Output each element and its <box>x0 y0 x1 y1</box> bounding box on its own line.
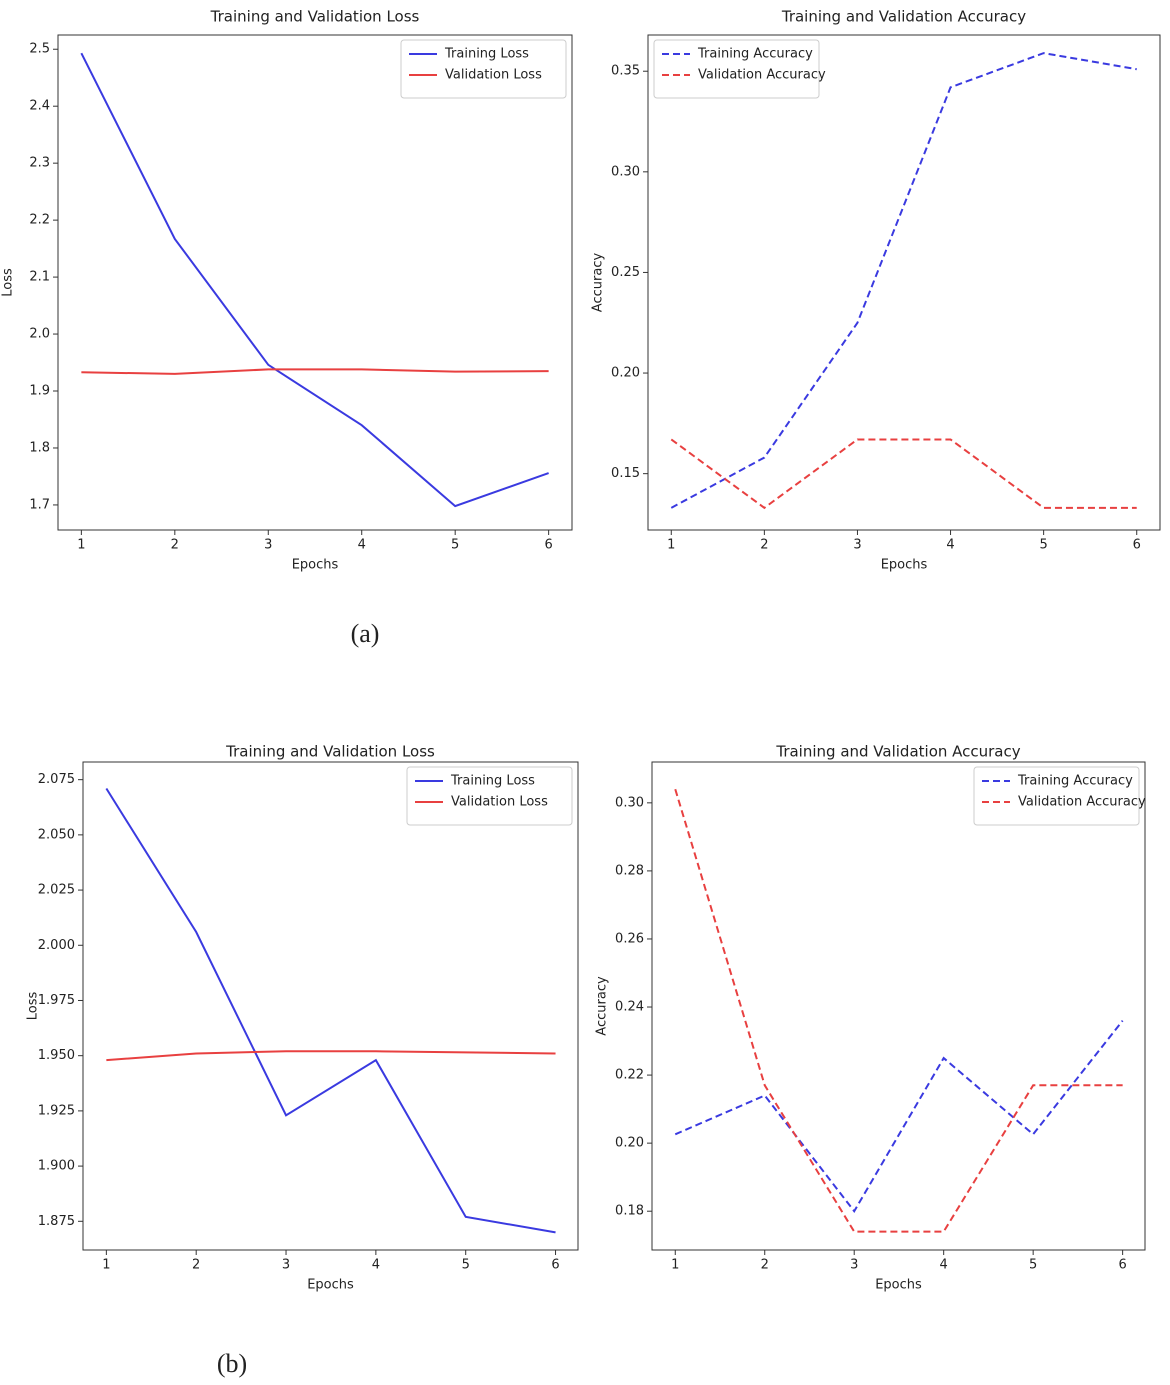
legend-label: Validation Loss <box>451 795 548 810</box>
data-line <box>105 787 556 1234</box>
y-tick-label: 0.24 <box>615 1000 644 1015</box>
y-tick-label: 2.4 <box>29 99 50 114</box>
legend-label: Training Loss <box>444 47 529 62</box>
x-tick-label: 6 <box>544 538 552 553</box>
y-tick-label: 0.18 <box>615 1204 644 1219</box>
data-line <box>670 438 1137 510</box>
x-tick-label: 5 <box>1029 1258 1037 1273</box>
y-tick-label: 1.950 <box>38 1048 75 1063</box>
x-axis-label: Epochs <box>881 558 928 573</box>
y-tick-label: 2.025 <box>38 883 75 898</box>
x-tick-label: 5 <box>1039 538 1047 553</box>
plot-frame <box>647 34 1161 531</box>
y-tick-label: 1.7 <box>29 497 50 512</box>
y-tick-label: 0.20 <box>615 1136 644 1151</box>
x-tick-label: 2 <box>761 1258 769 1273</box>
x-tick-label: 3 <box>282 1258 290 1273</box>
legend-label: Validation Loss <box>445 68 542 83</box>
x-tick-label: 1 <box>102 1258 110 1273</box>
y-tick-label: 0.35 <box>611 64 640 79</box>
x-tick-label: 2 <box>192 1258 200 1273</box>
data-line <box>670 52 1137 509</box>
x-tick-label: 1 <box>671 1258 679 1273</box>
x-tick-label: 3 <box>850 1258 858 1273</box>
caption: (b) <box>217 1349 247 1378</box>
chart-title: Training and Validation Accuracy <box>775 743 1020 761</box>
x-tick-label: 4 <box>372 1258 380 1273</box>
y-tick-label: 2.3 <box>29 156 50 171</box>
x-tick-label: 5 <box>462 1258 470 1273</box>
y-tick-label: 2.050 <box>38 827 75 842</box>
x-tick-label: 4 <box>358 538 366 553</box>
legend-label: Training Loss <box>450 774 535 789</box>
y-axis-label: Accuracy <box>591 253 606 313</box>
chart-title: Training and Validation Accuracy <box>781 8 1026 26</box>
x-tick-label: 6 <box>551 1258 559 1273</box>
chart-title: Training and Validation Loss <box>210 8 420 26</box>
data-line <box>106 1050 556 1062</box>
y-tick-label: 2.2 <box>29 213 50 228</box>
legend-label: Training Accuracy <box>697 47 813 62</box>
legend-box <box>653 39 820 99</box>
y-tick-label: 1.975 <box>38 993 75 1008</box>
y-tick-label: 2.5 <box>29 42 50 57</box>
legend-box <box>973 766 1140 826</box>
legend-box <box>400 39 567 99</box>
legend-box <box>406 766 573 826</box>
y-tick-label: 0.22 <box>615 1068 644 1083</box>
data-line <box>81 368 549 375</box>
y-tick-label: 1.875 <box>38 1214 75 1229</box>
y-axis-label: Accuracy <box>595 976 610 1036</box>
y-tick-label: 0.15 <box>611 466 640 481</box>
y-tick-label: 0.26 <box>615 931 644 946</box>
data-line <box>80 52 549 508</box>
chart-title: Training and Validation Loss <box>225 743 435 761</box>
y-tick-label: 0.20 <box>611 366 640 381</box>
y-tick-label: 2.000 <box>38 938 75 953</box>
x-tick-label: 1 <box>667 538 675 553</box>
y-tick-label: 1.8 <box>29 440 50 455</box>
legend-label: Validation Accuracy <box>1018 795 1146 810</box>
data-line <box>674 1020 1124 1213</box>
legend-label: Training Accuracy <box>1017 774 1133 789</box>
y-tick-label: 2.075 <box>38 772 75 787</box>
x-axis-label: Epochs <box>875 1278 922 1293</box>
x-tick-label: 4 <box>940 1258 948 1273</box>
y-tick-label: 1.925 <box>38 1103 75 1118</box>
plot-frame <box>82 761 579 1251</box>
x-tick-label: 2 <box>171 538 179 553</box>
x-tick-label: 5 <box>451 538 459 553</box>
x-tick-label: 6 <box>1118 1258 1126 1273</box>
x-axis-label: Epochs <box>307 1278 354 1293</box>
data-line <box>674 788 1123 1233</box>
plot-frame <box>651 761 1146 1251</box>
plot-frame <box>57 34 573 531</box>
y-axis-label: Loss <box>26 992 41 1021</box>
x-axis-label: Epochs <box>292 558 339 573</box>
y-axis-label: Loss <box>1 268 16 297</box>
y-tick-label: 0.30 <box>611 164 640 179</box>
legend-label: Validation Accuracy <box>698 68 826 83</box>
y-tick-label: 0.30 <box>615 795 644 810</box>
y-tick-label: 2.0 <box>29 327 50 342</box>
y-tick-label: 0.25 <box>611 265 640 280</box>
y-tick-label: 0.28 <box>615 863 644 878</box>
x-tick-label: 1 <box>77 538 85 553</box>
x-tick-label: 4 <box>946 538 954 553</box>
x-tick-label: 2 <box>760 538 768 553</box>
x-tick-label: 3 <box>853 538 861 553</box>
x-tick-label: 3 <box>264 538 272 553</box>
x-tick-label: 6 <box>1133 538 1141 553</box>
y-tick-label: 1.9 <box>29 384 50 399</box>
caption: (a) <box>351 619 380 648</box>
y-tick-label: 1.900 <box>38 1159 75 1174</box>
y-tick-label: 2.1 <box>29 270 50 285</box>
